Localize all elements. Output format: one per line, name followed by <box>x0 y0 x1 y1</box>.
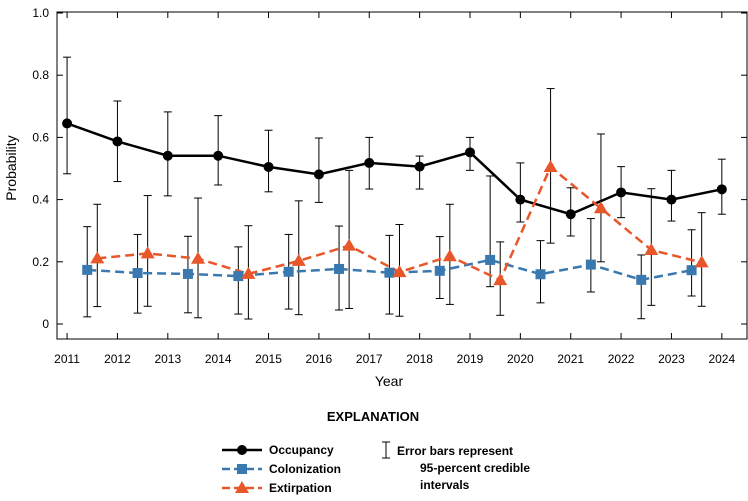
data-point-occupancy <box>414 161 425 172</box>
legend-marker-occupancy <box>237 445 247 455</box>
series-lines <box>66 122 723 282</box>
x-tick-label: 2016 <box>306 352 333 366</box>
legend-label-extirpation: Extirpation <box>269 481 332 495</box>
data-point-occupancy <box>464 147 475 158</box>
x-tick-label: 2013 <box>154 352 181 366</box>
data-point-occupancy <box>364 157 375 168</box>
x-tick-label: 2021 <box>557 352 584 366</box>
data-point-occupancy <box>313 169 324 180</box>
data-point-extirpation <box>392 265 407 278</box>
series-line-occupancy <box>66 122 723 216</box>
x-tick-label: 2017 <box>356 352 383 366</box>
data-point-colonization <box>182 268 193 279</box>
x-tick-label: 2022 <box>608 352 635 366</box>
data-point-colonization <box>686 265 697 276</box>
data-point-extirpation <box>644 242 659 255</box>
x-tick-label: 2023 <box>658 352 685 366</box>
series-markers <box>62 118 727 286</box>
data-point-extirpation <box>694 255 709 268</box>
data-point-colonization <box>485 254 496 265</box>
y-tick-label: 0 <box>42 317 49 331</box>
data-point-colonization <box>132 267 143 278</box>
data-point-occupancy <box>616 187 627 198</box>
data-point-extirpation <box>191 251 206 264</box>
data-point-extirpation <box>543 159 558 172</box>
error-bars <box>63 56 726 320</box>
errorbar-legend-line-3: intervals <box>420 478 470 492</box>
y-tick-label: 0.4 <box>32 193 49 207</box>
data-point-colonization <box>233 271 244 282</box>
data-point-occupancy <box>162 150 173 161</box>
data-point-occupancy <box>515 194 526 205</box>
data-point-colonization <box>434 265 445 276</box>
data-point-extirpation <box>90 251 105 264</box>
x-tick-label: 2020 <box>507 352 534 366</box>
data-point-colonization <box>585 259 596 270</box>
legend-label-occupancy: Occupancy <box>269 443 334 457</box>
data-point-colonization <box>283 266 294 277</box>
legend: EXPLANATION Occupancy Colonization Extirpa… <box>222 409 530 495</box>
data-point-extirpation <box>493 273 508 286</box>
data-point-extirpation <box>140 246 155 259</box>
axis-ticks: 0 0.2 0.4 0.6 0.8 1.0 2011 2012 2013 2014 2015 2016… <box>32 6 747 366</box>
data-point-colonization <box>334 263 345 274</box>
plot-frame <box>56 11 748 340</box>
data-point-extirpation <box>241 266 256 279</box>
y-tick-label: 0.2 <box>32 255 49 269</box>
errorbar-legend-line-2: 95-percent credible <box>420 461 530 475</box>
data-point-colonization <box>384 267 395 278</box>
data-point-occupancy <box>716 184 727 195</box>
data-point-colonization <box>82 264 93 275</box>
x-tick-label: 2024 <box>708 352 735 366</box>
data-point-colonization <box>535 269 546 280</box>
legend-title: EXPLANATION <box>327 409 419 424</box>
legend-items: Occupancy Colonization Extirpation <box>222 443 341 495</box>
y-tick-label: 1.0 <box>32 6 49 20</box>
x-tick-label: 2015 <box>255 352 282 366</box>
data-point-occupancy <box>565 209 576 220</box>
data-point-occupancy <box>213 150 224 161</box>
data-point-occupancy <box>112 136 123 147</box>
y-tick-label: 0.8 <box>32 68 49 82</box>
y-axis-title: Probability <box>3 135 19 200</box>
data-point-occupancy <box>666 194 677 205</box>
y-tick-label: 0.6 <box>32 130 49 144</box>
data-point-occupancy <box>263 161 274 172</box>
x-tick-label: 2012 <box>104 352 131 366</box>
legend-marker-extirpation <box>235 481 249 493</box>
data-point-extirpation <box>593 201 608 214</box>
x-tick-label: 2018 <box>406 352 433 366</box>
data-point-occupancy <box>62 118 73 129</box>
x-tick-label: 2011 <box>54 352 80 366</box>
data-point-extirpation <box>442 249 457 262</box>
errorbar-legend: Error bars represent 95-percent credible… <box>382 441 530 492</box>
x-tick-label: 2014 <box>205 352 232 366</box>
legend-marker-colonization <box>237 464 247 474</box>
legend-label-colonization: Colonization <box>269 462 341 476</box>
errorbar-legend-line-1: Error bars represent <box>397 444 513 458</box>
data-point-colonization <box>636 274 647 285</box>
data-point-extirpation <box>291 253 306 266</box>
data-point-extirpation <box>342 238 357 251</box>
x-tick-label: 2019 <box>457 352 484 366</box>
x-axis-title: Year <box>375 373 404 389</box>
